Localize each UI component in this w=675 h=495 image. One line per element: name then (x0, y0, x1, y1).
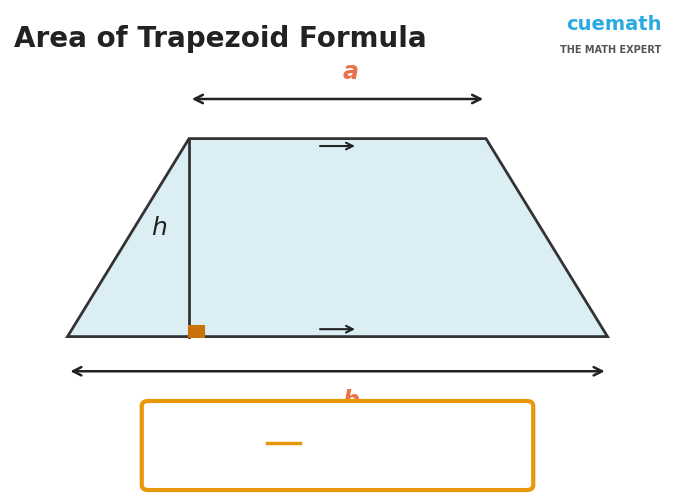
Text: a: a (331, 429, 351, 457)
Text: A: A (208, 429, 231, 457)
Text: +: + (355, 429, 381, 457)
Text: cuemath: cuemath (566, 15, 662, 34)
Bar (189, 326, 204, 337)
Text: =: = (237, 429, 263, 457)
Text: 1: 1 (274, 418, 293, 444)
Text: 2: 2 (274, 444, 293, 470)
Text: h: h (151, 216, 167, 240)
Text: a: a (343, 60, 359, 84)
Text: b: b (342, 389, 359, 412)
Text: h: h (431, 429, 453, 457)
Text: Area of Trapezoid Formula: Area of Trapezoid Formula (14, 25, 426, 53)
Polygon shape (68, 139, 608, 337)
Text: b: b (384, 429, 406, 457)
Text: (: ( (310, 429, 324, 457)
Text: ): ) (412, 429, 425, 457)
Text: THE MATH EXPERT: THE MATH EXPERT (560, 45, 662, 54)
FancyBboxPatch shape (142, 401, 533, 490)
